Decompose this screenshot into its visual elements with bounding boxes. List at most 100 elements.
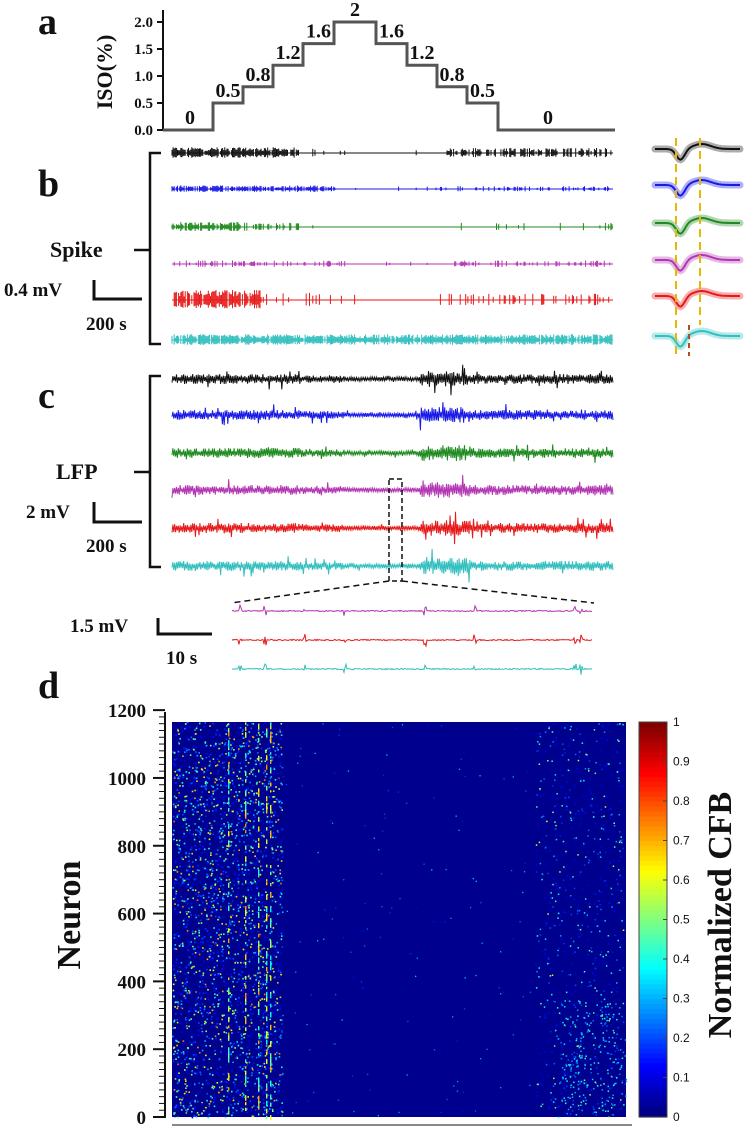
spike-trace [172,290,613,309]
heat-cell [194,1084,196,1087]
heat-cell [204,1020,206,1023]
heat-cell [196,1112,199,1114]
heat-cell [576,912,579,915]
heat-cell [611,1086,613,1089]
heat-cell [199,1073,202,1076]
heat-cell [214,778,217,780]
heat-cell [175,991,177,993]
heat-cell [273,1047,276,1049]
heat-cell [249,832,251,835]
heat-cell [243,813,245,816]
heat-cell [552,785,554,787]
heat-cell [213,805,215,808]
heat-cell [195,799,198,802]
heat-cell [247,813,249,815]
heat-cell [529,1084,531,1087]
heat-cell [549,927,552,929]
heat-cell [229,1098,231,1101]
heat-cell [237,910,240,912]
heat-cell [561,1004,564,1007]
heat-cell [275,989,278,991]
heat-cell [265,919,268,922]
heat-cell [554,900,557,903]
heat-cell [255,882,258,885]
heat-cell [554,1029,557,1032]
heat-cell [550,1099,552,1101]
heat-cell [181,942,184,945]
heat-cell [258,1033,260,1036]
heat-cell [258,873,260,876]
heat-cell [552,1085,555,1087]
heat-cell [297,762,299,764]
heat-cell [185,771,188,773]
heat-cell [270,1003,272,1008]
heat-cell [204,767,206,769]
heat-cell [270,724,272,730]
heat-cell [275,1027,278,1029]
heat-cell [614,1075,617,1078]
heat-cell [214,939,217,941]
heat-cell [207,1082,210,1084]
heat-cell [253,1006,256,1009]
heat-cell [202,897,205,899]
heat-cell [186,977,189,979]
heat-cell [241,820,243,822]
heat-cell [570,1086,572,1089]
heat-cell [463,752,465,754]
heat-cell [574,1006,577,1008]
heat-cell [272,796,275,798]
heat-cell [258,958,260,964]
heat-cell [256,850,258,853]
heat-cell [176,1061,179,1063]
heat-cell [248,973,250,976]
heat-cell [272,832,275,834]
heat-cell [589,1078,591,1081]
heat-cell [270,1083,272,1087]
heat-cell [198,836,200,838]
heat-cell [251,1072,253,1074]
heat-cell [245,773,247,777]
heat-cell [245,910,247,914]
heat-cell [612,1013,615,1016]
heat-cell [227,821,229,824]
heat-cell [277,951,279,954]
heat-cell [612,988,614,991]
heat-cell [597,945,599,948]
heat-cell [174,976,176,979]
iso-y-axis: 0.00.51.01.52.0 [134,10,164,139]
heat-cell [237,953,239,955]
heat-cell [587,799,590,801]
heat-cell [612,1017,614,1019]
heat-cell [230,844,232,847]
heat-cell [587,768,590,770]
heat-cell [617,889,619,891]
colorbar-segment [639,741,667,748]
heat-cell [196,902,198,904]
heat-cell [221,840,223,843]
heat-cell [233,873,236,876]
heat-cell [188,860,190,862]
heat-cell [243,995,245,997]
heat-cell [248,1052,251,1055]
heat-cell [184,723,187,725]
heat-cell [587,905,590,908]
heat-cell [560,1042,562,1044]
heat-cell [539,1072,542,1075]
heat-cell [229,845,232,847]
heat-cell [565,1102,567,1105]
heat-cell [240,1047,242,1049]
heat-cell [213,893,216,895]
heat-cell [616,1047,618,1049]
heat-cell [294,1012,296,1014]
heat-cell [383,813,386,815]
heat-cell [242,987,245,989]
heat-cell [233,849,235,852]
heat-cell [622,847,624,850]
heat-cell [621,769,623,772]
heat-cell [225,1032,228,1034]
heat-cell [231,936,234,939]
heat-cell [181,1099,183,1101]
heat-cell [240,805,243,808]
heat-cell [233,1046,235,1048]
heat-cell [549,850,552,852]
